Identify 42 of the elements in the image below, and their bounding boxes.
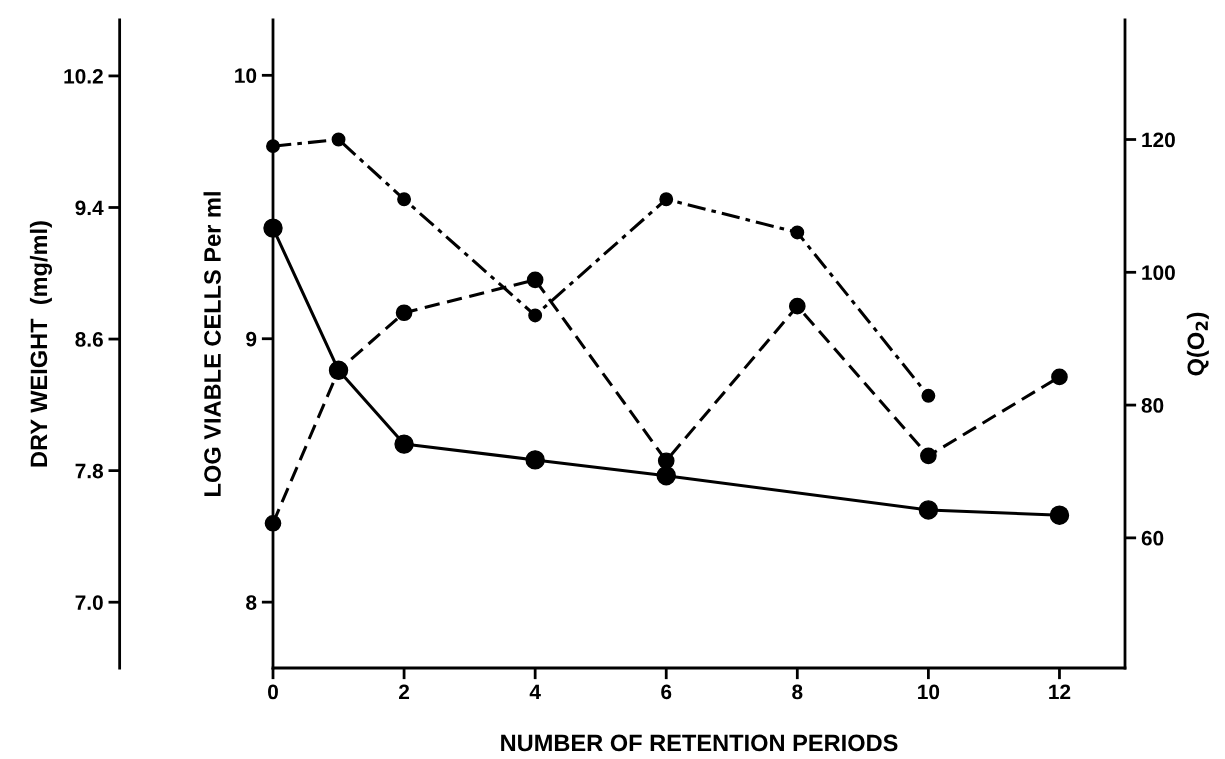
point <box>920 447 937 465</box>
point <box>788 297 806 315</box>
y2-axis-title: Q(O$_{2}$) <box>1186 312 1209 376</box>
y-axis-title: LOG VIABLE CELLS Per ml <box>203 192 221 496</box>
y2-tick-label: 80 <box>1141 398 1164 413</box>
point <box>331 132 346 147</box>
y2-tick-label: 60 <box>1141 530 1164 546</box>
y-tick-label: 10 <box>235 68 257 84</box>
point <box>1049 505 1070 525</box>
x-tick-label: 2 <box>399 684 410 700</box>
y3-tick-label: 7.8 <box>75 463 104 479</box>
y2-tick-label: 100 <box>1142 265 1175 281</box>
x-tick-label: 10 <box>918 684 940 700</box>
y3-tick-label: 8.6 <box>75 332 103 347</box>
point <box>659 192 674 207</box>
y3-tick-label: 9.4 <box>75 200 104 216</box>
point <box>395 304 413 322</box>
x-tick-label: 12 <box>1049 684 1071 700</box>
point <box>525 450 545 470</box>
y2-tick-label: 120 <box>1142 132 1175 148</box>
y3-tick-label: 10.2 <box>64 68 103 84</box>
x-axis-title: NUMBER OF RETENTION PERIODS <box>501 734 898 752</box>
point <box>657 452 675 470</box>
point <box>790 225 805 240</box>
x-tick-label: 4 <box>529 684 541 700</box>
y3-tick-label: 7.0 <box>75 595 103 610</box>
point <box>394 434 414 454</box>
y-tick-label: 8 <box>246 595 257 610</box>
x-tick-label: 6 <box>661 684 672 700</box>
y-tick-label: 9 <box>246 331 257 347</box>
y3-axis-title: DRY WEIGHT (mg/ml) <box>29 221 53 467</box>
point <box>264 514 282 532</box>
point <box>528 308 543 323</box>
point <box>918 500 939 520</box>
point <box>397 192 412 207</box>
point <box>921 388 936 403</box>
point <box>1051 368 1068 386</box>
x-tick-label: 0 <box>268 684 278 700</box>
point <box>656 465 676 486</box>
x-tick-label: 8 <box>792 684 803 700</box>
point <box>266 139 280 154</box>
point <box>526 271 544 289</box>
